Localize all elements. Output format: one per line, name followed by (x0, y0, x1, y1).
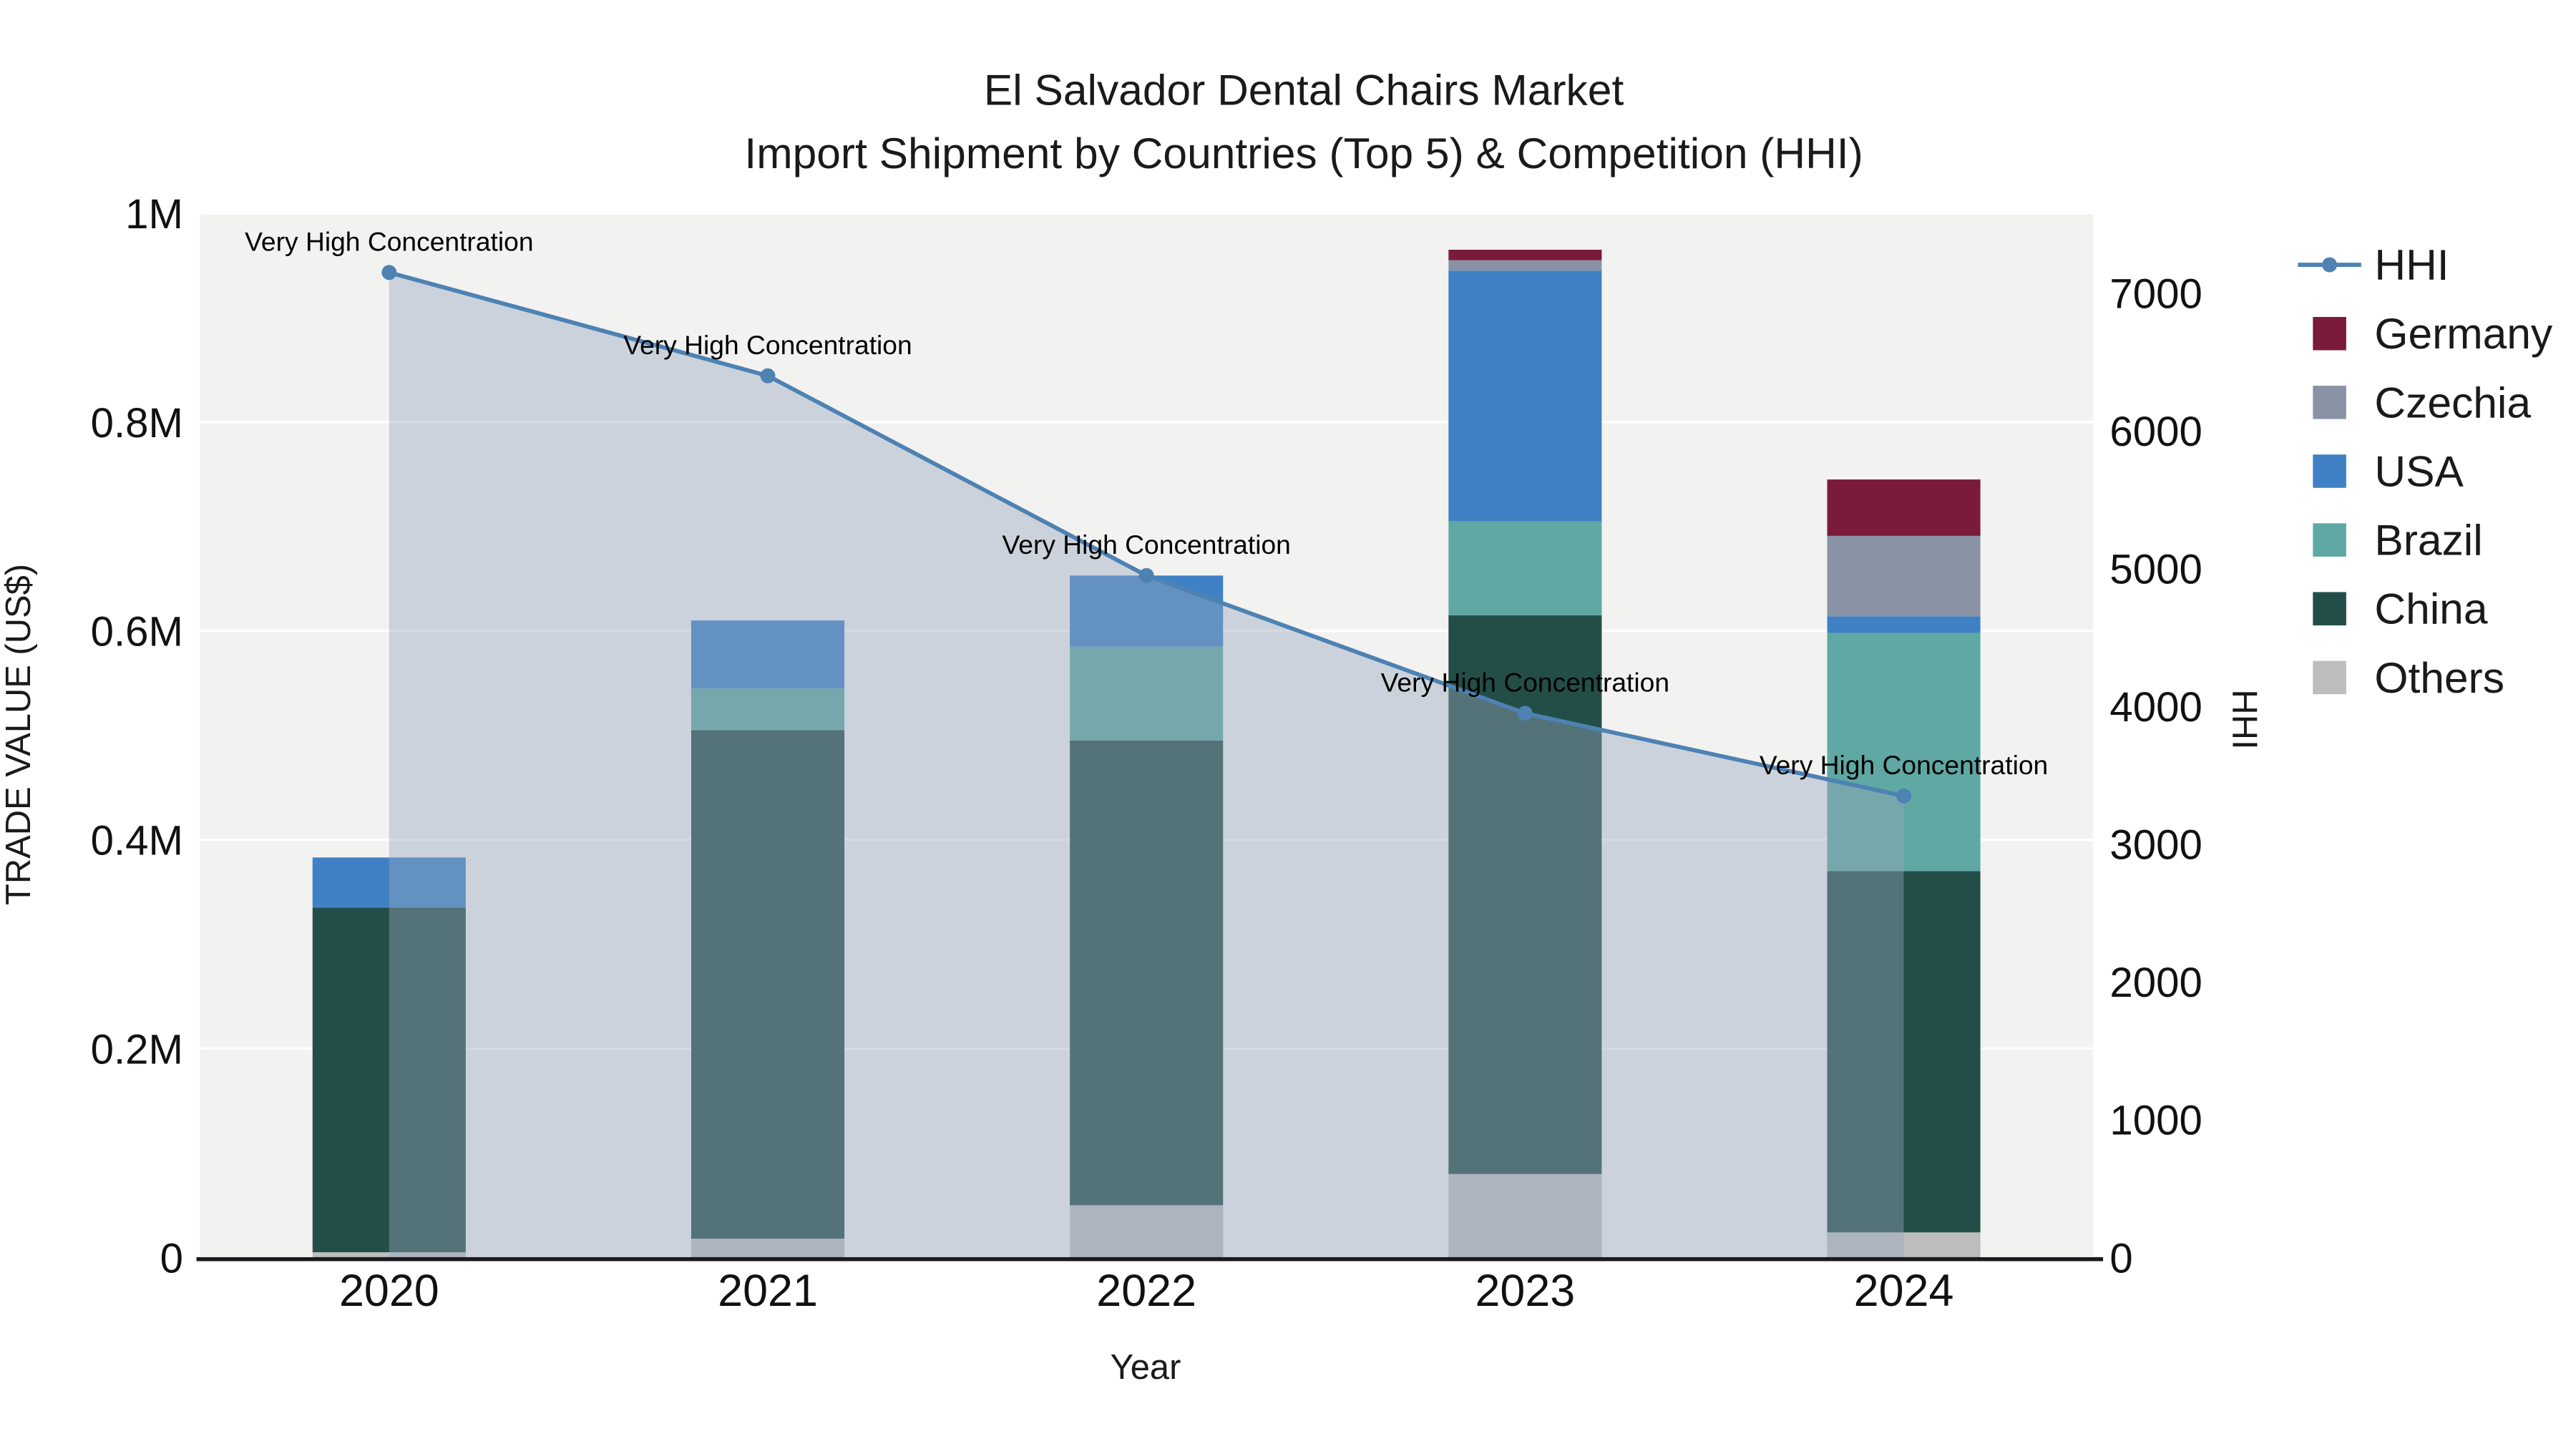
bar-usa-2020 (312, 857, 466, 908)
bar-czechia-2024 (1827, 535, 1981, 617)
legend-swatch-germany (2313, 316, 2346, 351)
left-tick-1M: 1M (125, 191, 183, 238)
hhi-marker-2021 (760, 368, 776, 384)
legend-item-brazil: Brazil (2313, 516, 2483, 565)
bar-usa-2022 (1070, 575, 1224, 647)
bar-brazil-2024 (1827, 633, 1981, 872)
legend-label-usa: USA (2374, 447, 2464, 495)
legend-item-hhi: HHI (2298, 240, 2449, 289)
x-axis-title: Year (1111, 1348, 1181, 1387)
legend-swatch-czechia (2313, 386, 2346, 419)
right-tick-7000: 7000 (2109, 271, 2202, 318)
right-tick-3000: 3000 (2109, 822, 2202, 869)
left-tick-0.6M: 0.6M (91, 609, 183, 655)
bar-others-2021 (691, 1239, 845, 1258)
legend-label-others: Others (2374, 653, 2504, 702)
bar-others-2022 (1070, 1205, 1224, 1258)
bar-czechia-2023 (1448, 260, 1602, 271)
annotation-2022: Very High Concentration (1002, 530, 1291, 560)
annotation-2024: Very High Concentration (1760, 750, 2048, 780)
right-tick-5000: 5000 (2109, 547, 2202, 593)
legend-swatch-brazil (2313, 523, 2346, 557)
bar-usa-2021 (691, 620, 845, 688)
bar-usa-2023 (1448, 270, 1602, 522)
annotation-2023: Very High Concentration (1381, 668, 1669, 698)
legend-marker-hhi (2322, 257, 2338, 273)
x-tick-2020: 2020 (339, 1266, 439, 1316)
hhi-marker-2023 (1517, 706, 1533, 721)
x-tick-2023: 2023 (1475, 1266, 1575, 1316)
hhi-area (389, 272, 1904, 1258)
left-tick-0: 0 (160, 1235, 183, 1282)
legend-swatch-usa (2313, 454, 2346, 488)
x-tick-2024: 2024 (1854, 1266, 1954, 1316)
plot-layers: Very High Concentration Very High Concent… (91, 191, 2553, 1316)
bar-china-2021 (691, 730, 845, 1239)
legend-item-germany: Germany (2313, 309, 2553, 358)
left-tick-0.2M: 0.2M (91, 1026, 183, 1073)
legend-label-czechia: Czechia (2374, 378, 2531, 426)
bar-others-2024 (1827, 1232, 1981, 1258)
bar-germany-2023 (1448, 250, 1602, 260)
hhi-marker-2024 (1896, 788, 1912, 804)
legend-item-usa: USA (2313, 447, 2464, 495)
left-tick-0.8M: 0.8M (91, 400, 183, 447)
bar-china-2020 (312, 907, 466, 1253)
left-tick-0.4M: 0.4M (91, 818, 183, 864)
hhi-marker-2020 (381, 265, 397, 280)
right-tick-4000: 4000 (2109, 684, 2202, 731)
x-tick-2022: 2022 (1096, 1266, 1196, 1316)
bar-brazil-2022 (1070, 646, 1224, 741)
legend-item-china: China (2313, 585, 2488, 633)
right-tick-1000: 1000 (2109, 1098, 2202, 1144)
chart-title: El Salvador Dental Chairs Market (984, 66, 1624, 114)
bar-others-2023 (1448, 1174, 1602, 1258)
x-tick-2021: 2021 (718, 1266, 818, 1316)
bar-others-2020 (312, 1252, 466, 1258)
legend-label-hhi: HHI (2374, 240, 2449, 289)
legend-item-others: Others (2313, 653, 2504, 702)
annotation-2020: Very High Concentration (245, 227, 533, 257)
bar-brazil-2023 (1448, 521, 1602, 615)
legend-label-brazil: Brazil (2374, 516, 2482, 565)
annotation-2021: Very High Concentration (623, 330, 912, 360)
bar-china-2022 (1070, 740, 1224, 1206)
right-tick-2000: 2000 (2109, 960, 2202, 1006)
bar-brazil-2021 (691, 688, 845, 731)
y-axis-title-right: HHI (2225, 689, 2264, 749)
legend-label-germany: Germany (2374, 309, 2553, 358)
legend-label-china: China (2374, 585, 2487, 633)
right-tick-0: 0 (2109, 1235, 2132, 1282)
chart-subtitle: Import Shipment by Countries (Top 5) & C… (744, 129, 1863, 177)
bar-china-2024 (1827, 871, 1981, 1233)
bar-usa-2024 (1827, 616, 1981, 633)
right-tick-6000: 6000 (2109, 409, 2202, 455)
bar-germany-2024 (1827, 479, 1981, 536)
y-axis-title-left: TRADE VALUE (US$) (0, 564, 38, 905)
legend-item-czechia: Czechia (2313, 378, 2531, 426)
legend-swatch-others (2313, 660, 2346, 695)
legend-swatch-china (2313, 592, 2346, 626)
hhi-marker-2022 (1138, 567, 1154, 583)
